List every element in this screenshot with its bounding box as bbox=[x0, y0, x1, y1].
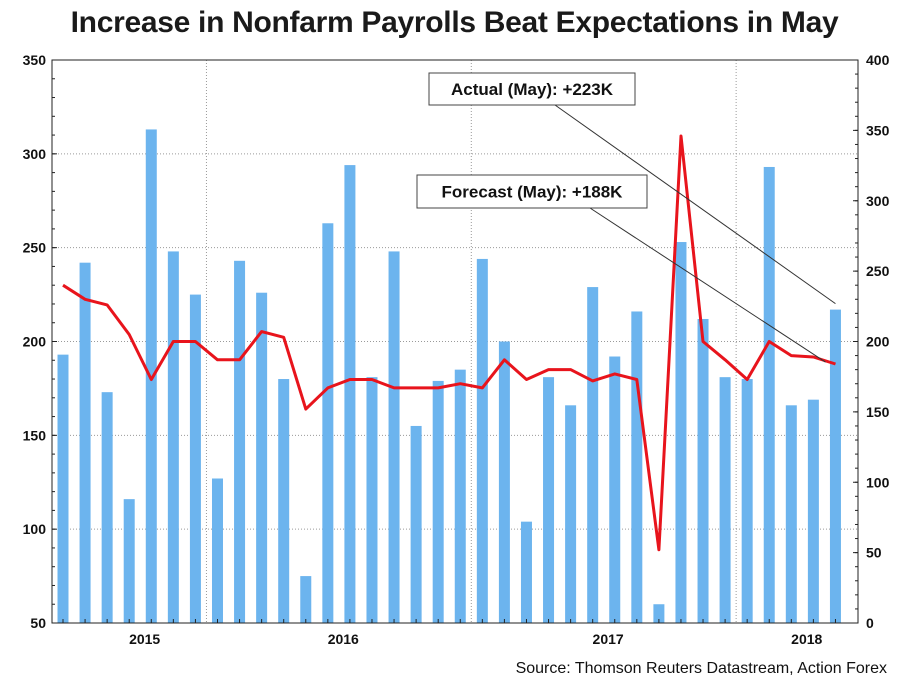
y-left-tick-label: 100 bbox=[23, 521, 47, 537]
y-right-tick-label: 300 bbox=[866, 193, 890, 209]
y-right-tick-label: 250 bbox=[866, 263, 890, 279]
bar bbox=[167, 251, 179, 624]
x-tick-label: 2015 bbox=[129, 631, 160, 647]
bar bbox=[234, 260, 246, 623]
forecast-line bbox=[62, 134, 836, 552]
bar bbox=[587, 287, 599, 623]
bar bbox=[189, 294, 201, 623]
bar bbox=[57, 354, 69, 623]
y-right-tick-label: 50 bbox=[866, 545, 882, 561]
bar bbox=[101, 392, 113, 623]
bar bbox=[719, 377, 731, 623]
y-right-tick-label: 400 bbox=[866, 52, 890, 68]
bar bbox=[410, 425, 422, 623]
x-tick-label: 2017 bbox=[593, 631, 624, 647]
bar bbox=[785, 405, 797, 623]
bar bbox=[675, 242, 687, 623]
annotation-box bbox=[416, 174, 648, 209]
bar bbox=[300, 576, 312, 623]
bar bbox=[631, 311, 643, 623]
y-left-tick-label: 200 bbox=[23, 334, 47, 350]
bar bbox=[609, 356, 621, 623]
bar bbox=[520, 521, 532, 623]
bar bbox=[322, 223, 334, 623]
y-left-tick-label: 150 bbox=[23, 427, 47, 443]
bar bbox=[123, 499, 135, 623]
bar bbox=[498, 341, 510, 623]
y-left-tick-label: 50 bbox=[30, 615, 46, 631]
bar bbox=[211, 478, 223, 623]
bar bbox=[653, 604, 665, 623]
bar bbox=[278, 379, 290, 623]
y-left-tick-label: 350 bbox=[23, 52, 47, 68]
annotation-leader bbox=[554, 104, 836, 305]
bar bbox=[565, 405, 577, 623]
annotation-leader bbox=[589, 207, 826, 363]
x-tick-label: 2018 bbox=[791, 631, 822, 647]
bar bbox=[763, 166, 775, 623]
annotation-forecast: Forecast (May): +188K bbox=[442, 183, 624, 202]
bar bbox=[256, 292, 268, 623]
x-tick-label: 2016 bbox=[328, 631, 359, 647]
bar bbox=[388, 251, 400, 624]
annotation-box bbox=[428, 72, 636, 106]
chart-title: Increase in Nonfarm Payrolls Beat Expect… bbox=[70, 6, 839, 39]
y-right-tick-label: 150 bbox=[866, 404, 890, 420]
y-left-tick-label: 250 bbox=[23, 240, 47, 256]
y-right-tick-label: 350 bbox=[866, 122, 890, 138]
bar bbox=[741, 379, 753, 623]
y-right-tick-label: 0 bbox=[866, 615, 874, 631]
y-right-tick-label: 100 bbox=[866, 474, 890, 490]
bar bbox=[807, 399, 819, 623]
bar bbox=[366, 377, 378, 623]
bar bbox=[454, 369, 466, 623]
y-right-tick-label: 200 bbox=[866, 334, 890, 350]
bar bbox=[697, 318, 709, 623]
y-left-tick-label: 300 bbox=[23, 146, 47, 162]
bar bbox=[543, 377, 555, 623]
source-note: Source: Thomson Reuters Datastream, Acti… bbox=[515, 660, 887, 677]
bar bbox=[79, 262, 91, 623]
bar bbox=[344, 165, 356, 624]
bar bbox=[432, 380, 444, 623]
bar bbox=[829, 309, 841, 623]
bar bbox=[476, 258, 488, 623]
annotation-actual: Actual (May): +223K bbox=[451, 80, 614, 99]
